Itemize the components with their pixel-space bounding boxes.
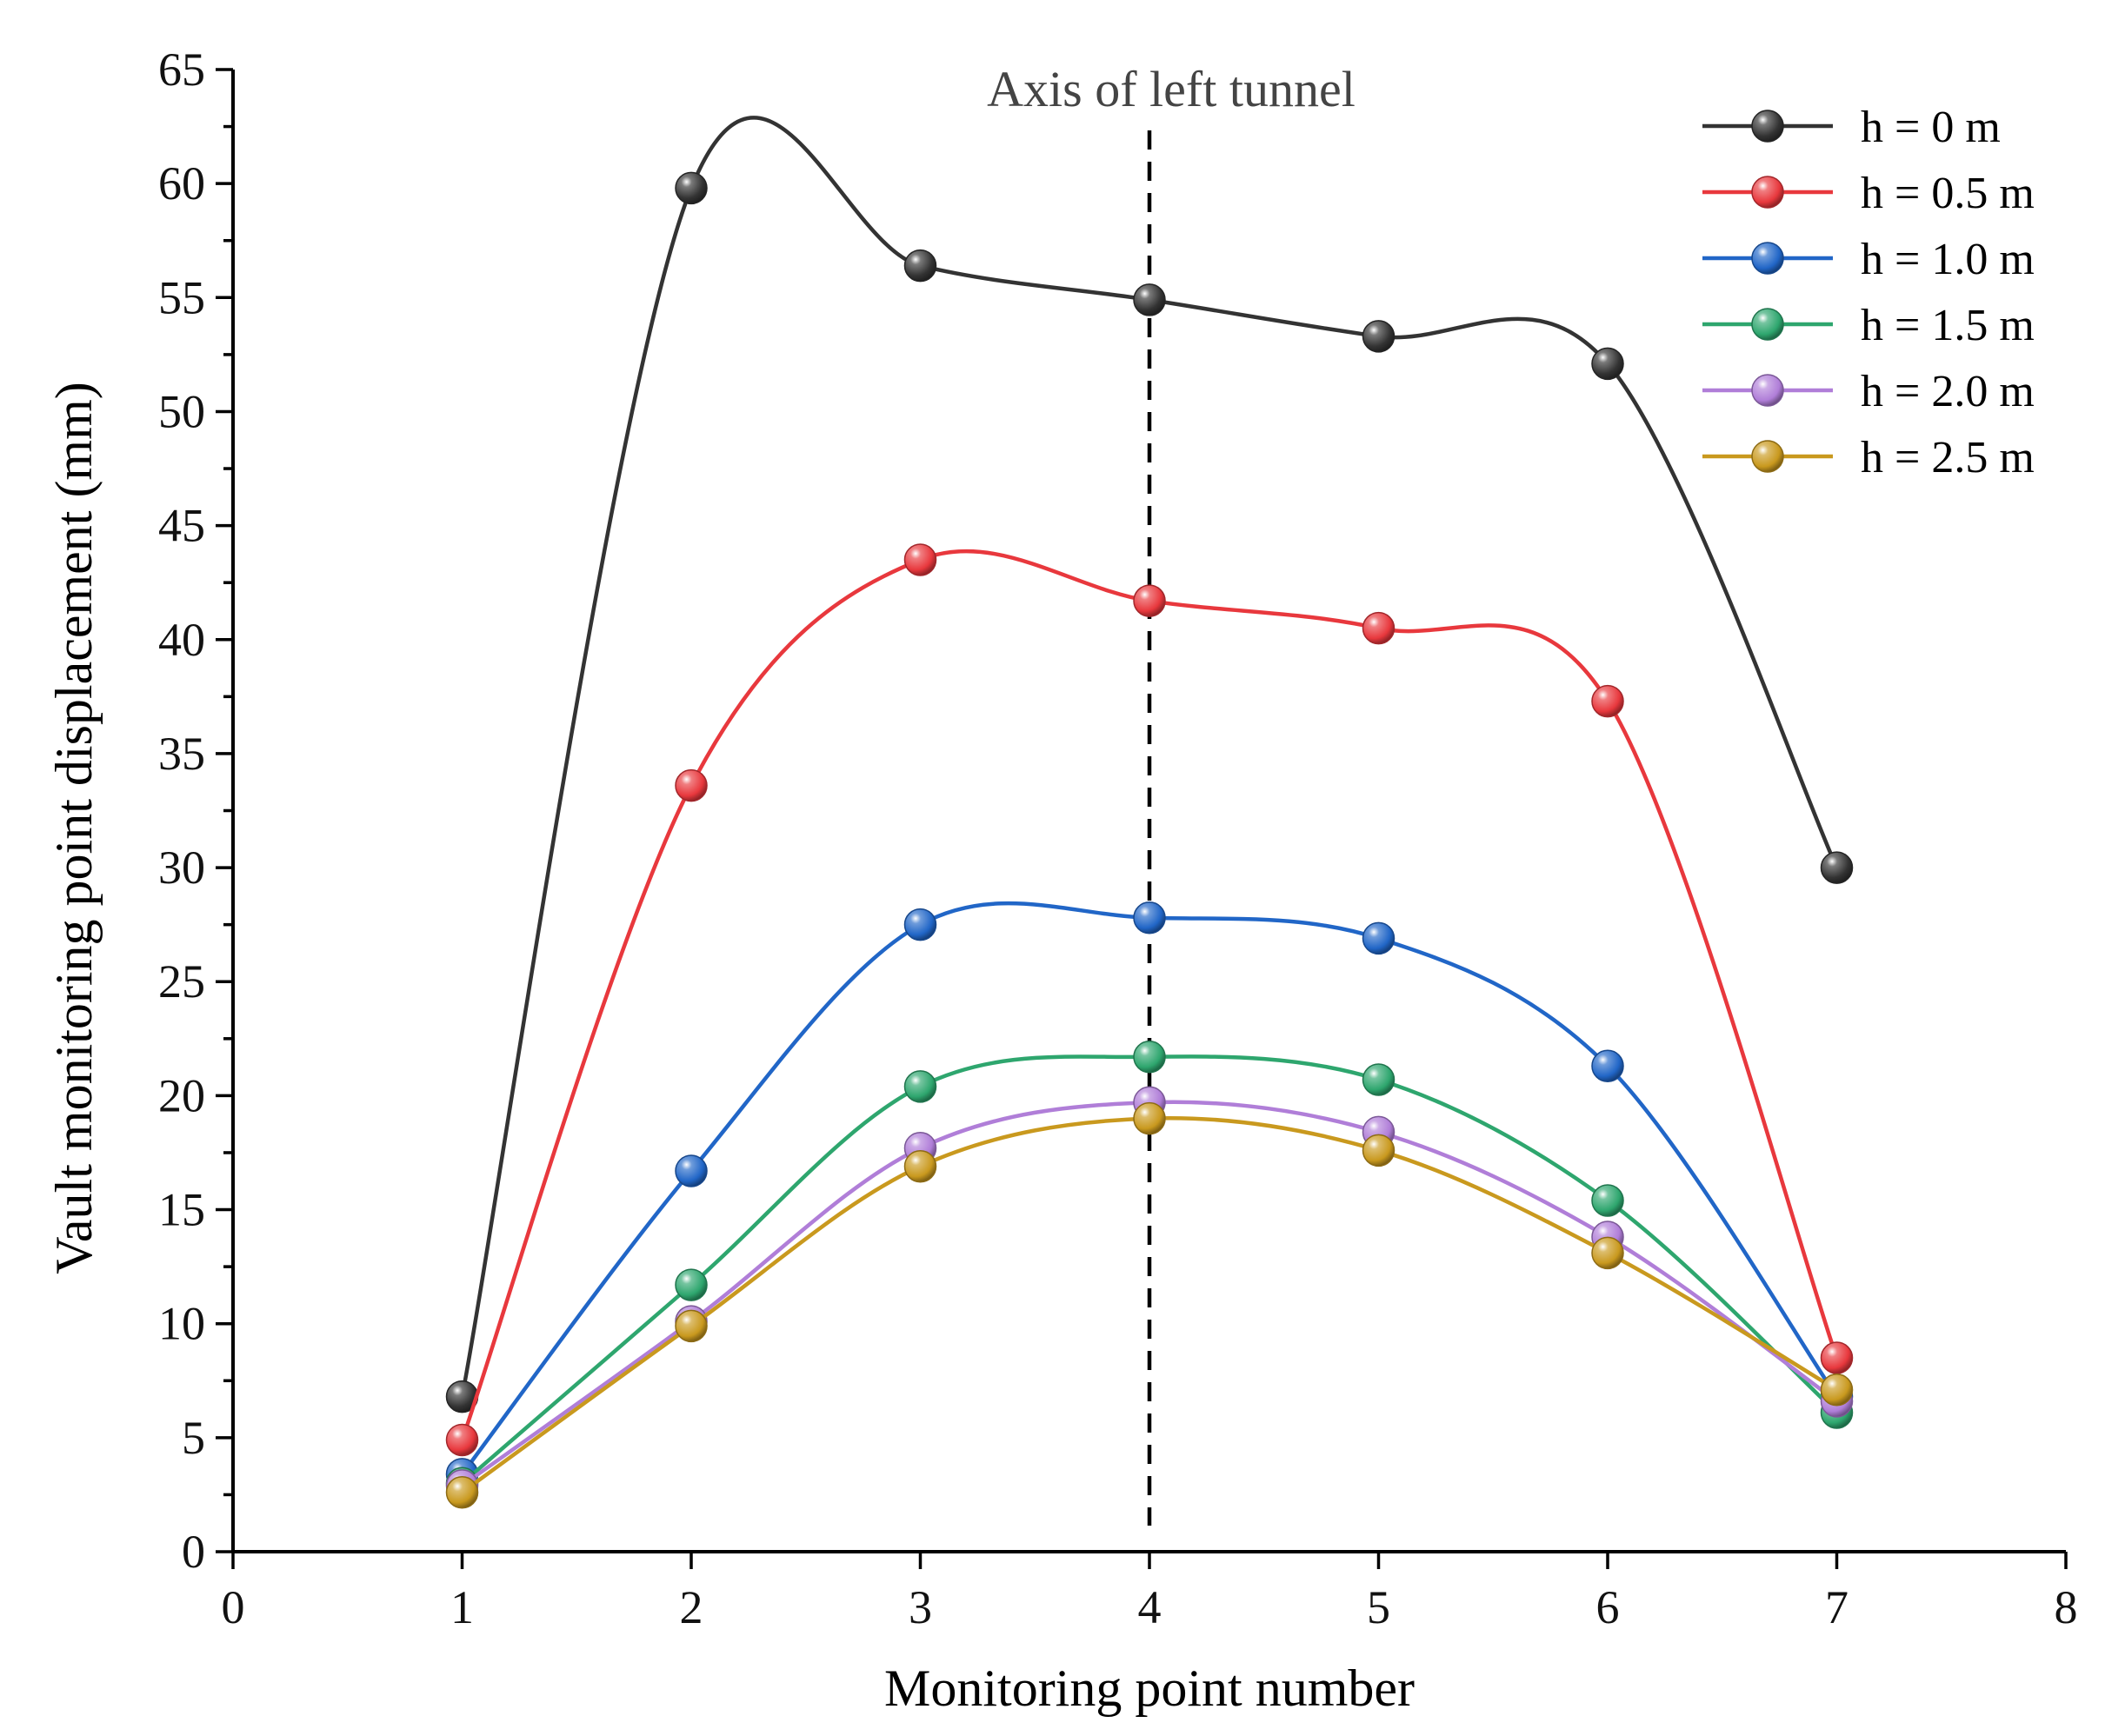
y-axis-title: Vault monitoring point displacement (mm)	[45, 382, 103, 1274]
y-tick-label: 35	[158, 728, 205, 780]
x-tick-label: 3	[909, 1581, 932, 1633]
y-tick-label: 0	[182, 1526, 205, 1578]
x-tick-label: 6	[1596, 1581, 1620, 1633]
legend-swatch-marker	[1751, 242, 1784, 275]
data-point	[1133, 1041, 1166, 1074]
legend-swatch-marker	[1751, 374, 1784, 407]
legend-label: h = 1.0 m	[1861, 235, 2035, 284]
data-point	[675, 171, 708, 205]
y-tick-label: 30	[158, 841, 205, 894]
data-point	[903, 1070, 937, 1103]
series-h-2-5-m	[445, 1101, 1854, 1509]
legend-label: h = 0.5 m	[1861, 169, 2035, 218]
legend-item-h-2-0-m: h = 2.0 m	[1702, 367, 2035, 416]
y-tick-label: 45	[158, 500, 205, 552]
data-point	[903, 543, 937, 576]
x-tick-label: 2	[680, 1581, 703, 1633]
data-point	[1591, 1184, 1624, 1217]
x-tick-label: 4	[1138, 1581, 1162, 1633]
data-point	[1820, 851, 1854, 884]
data-point	[1362, 1134, 1396, 1167]
legend-label: h = 2.5 m	[1861, 433, 2035, 482]
y-tick-label: 10	[158, 1298, 205, 1350]
y-tick-label: 60	[158, 157, 205, 210]
x-tick-label: 7	[1825, 1581, 1849, 1633]
data-point	[675, 1154, 708, 1187]
y-tick-label: 65	[158, 43, 205, 96]
data-point	[1133, 901, 1166, 935]
data-point	[1133, 1101, 1166, 1135]
data-point	[675, 1268, 708, 1301]
series-line	[460, 116, 1839, 1398]
data-point	[1820, 1374, 1854, 1407]
series-h-0-5-m	[445, 543, 1854, 1457]
legend-label: h = 0 m	[1861, 103, 2001, 152]
data-point	[1591, 1049, 1624, 1083]
data-point	[675, 1309, 708, 1343]
data-point	[1362, 611, 1396, 645]
legend-swatch-marker	[1751, 110, 1784, 143]
series-layer	[445, 116, 1854, 1509]
x-axis-title: Monitoring point number	[884, 1660, 1415, 1717]
data-point	[1362, 921, 1396, 955]
data-point	[445, 1423, 479, 1457]
legend-item-h-0-m: h = 0 m	[1702, 103, 2001, 152]
data-point	[1362, 320, 1396, 353]
data-point	[1133, 283, 1166, 316]
y-tick-label: 40	[158, 614, 205, 666]
legend-swatch-marker	[1751, 308, 1784, 341]
y-tick-label: 50	[158, 385, 205, 437]
data-point	[1591, 347, 1624, 381]
x-tick-label: 1	[450, 1581, 474, 1633]
legend-swatch-marker	[1751, 176, 1784, 209]
data-point	[903, 249, 937, 283]
y-tick-label: 5	[182, 1412, 205, 1464]
data-point	[1362, 1063, 1396, 1096]
legend-item-h-1-5-m: h = 1.5 m	[1702, 301, 2035, 350]
y-tick-label: 55	[158, 271, 205, 323]
legend-item-h-2-5-m: h = 2.5 m	[1702, 433, 2035, 482]
y-tick-label: 15	[158, 1184, 205, 1236]
x-tick-label: 0	[222, 1581, 245, 1633]
y-tick-label: 20	[158, 1069, 205, 1121]
legend-label: h = 2.0 m	[1861, 367, 2035, 416]
legend-item-h-0-5-m: h = 0.5 m	[1702, 169, 2035, 218]
data-point	[445, 1476, 479, 1509]
y-tick-label: 25	[158, 955, 205, 1008]
legend-label: h = 1.5 m	[1861, 301, 2035, 350]
data-point	[903, 908, 937, 941]
data-point	[1133, 584, 1166, 617]
annotation-label: Axis of left tunnel	[987, 61, 1356, 117]
series-h-0-m	[445, 116, 1854, 1413]
data-point	[1820, 1341, 1854, 1374]
legend-item-h-1-0-m: h = 1.0 m	[1702, 235, 2035, 284]
legend-swatch-marker	[1751, 440, 1784, 473]
data-point	[1591, 684, 1624, 718]
data-point	[903, 1149, 937, 1183]
data-point	[1591, 1236, 1624, 1270]
legend: h = 0 m h = 0.5 m h = 1.0 m h = 1.5 m h = 2.…	[1702, 103, 2035, 482]
data-point	[675, 768, 708, 802]
x-tick-label: 5	[1367, 1581, 1390, 1633]
x-tick-label: 8	[2055, 1581, 2078, 1633]
